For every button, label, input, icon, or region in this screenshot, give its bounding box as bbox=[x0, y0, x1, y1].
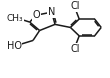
Text: N: N bbox=[48, 7, 55, 17]
Text: HO: HO bbox=[7, 41, 22, 51]
Text: Cl: Cl bbox=[70, 44, 80, 54]
Text: CH₃: CH₃ bbox=[6, 14, 23, 23]
Text: Cl: Cl bbox=[70, 1, 80, 11]
Text: O: O bbox=[32, 10, 40, 20]
